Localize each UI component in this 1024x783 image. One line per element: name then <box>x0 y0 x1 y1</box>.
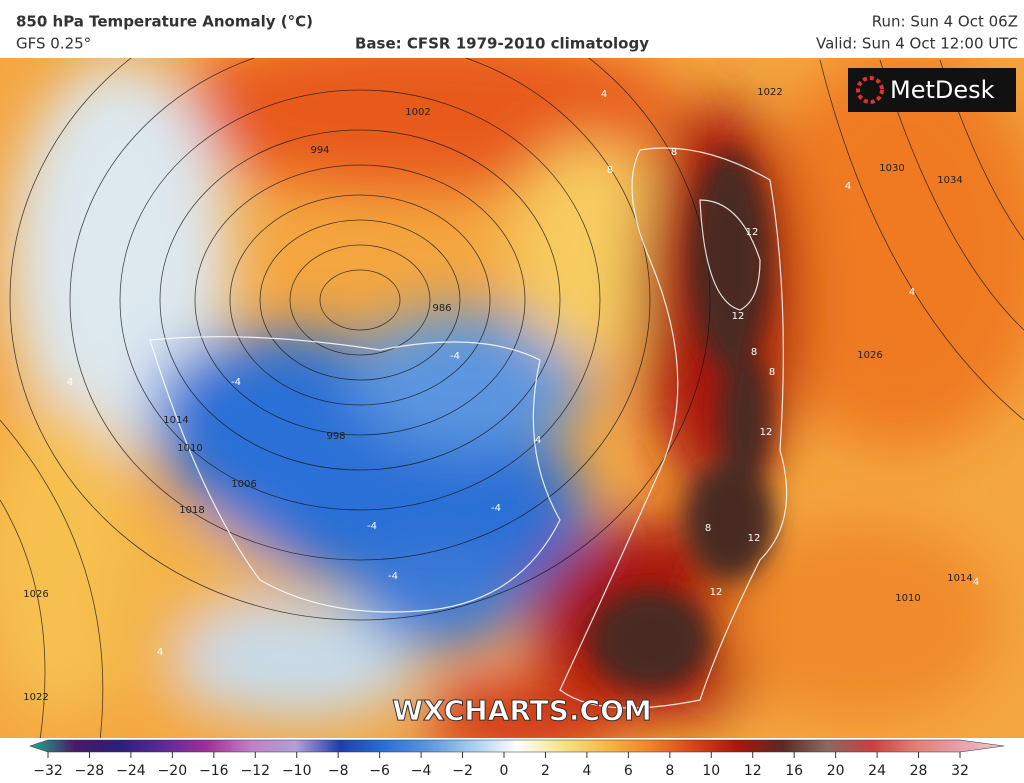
contour-label: 1006 <box>231 479 256 490</box>
base: Base: CFSR 1979-2010 climatology <box>355 35 649 53</box>
colorbar-label: −28 <box>75 763 105 779</box>
colorbar-label: 8 <box>665 763 674 779</box>
logo: MetDesk <box>848 68 1016 112</box>
valid: Valid: Sun 4 Oct 12:00 UTC <box>816 35 1018 53</box>
contour-label: 1026 <box>857 350 882 361</box>
logo-text: MetDesk <box>890 76 995 104</box>
contour-label: 12 <box>710 587 723 598</box>
contour-label: 1018 <box>179 505 204 516</box>
colorbar-label: 2 <box>541 763 550 779</box>
contour-label: 12 <box>760 427 773 438</box>
colorbar-label: −10 <box>282 763 312 779</box>
contour-label: 1034 <box>937 175 962 186</box>
contour-label: -4 <box>450 351 460 362</box>
colorbar-label: 6 <box>624 763 633 779</box>
map <box>0 58 1024 738</box>
contour-label: 4 <box>909 287 915 298</box>
contour-label: 1026 <box>23 589 48 600</box>
contour-label: -4 <box>491 503 501 514</box>
colorbar-label: −12 <box>240 763 270 779</box>
contour-label: 1022 <box>757 87 782 98</box>
contour-label: 986 <box>432 303 451 314</box>
contour-label: 1014 <box>947 573 972 584</box>
contour-label: 8 <box>607 165 613 176</box>
contour-label: 8 <box>769 367 775 378</box>
contour-label: 4 <box>67 377 73 388</box>
model: GFS 0.25° <box>16 35 91 53</box>
colorbar-label: 32 <box>951 763 969 779</box>
run: Run: Sun 4 Oct 06Z <box>872 13 1018 31</box>
colorbar-label: −4 <box>411 763 432 779</box>
colorbar-label: 12 <box>744 763 762 779</box>
colorbar-label: −6 <box>369 763 390 779</box>
watermark: WXCHARTS.COM <box>392 694 652 727</box>
colorbar-label: −24 <box>116 763 146 779</box>
contour-label: 8 <box>671 147 677 158</box>
contour-label: -4 <box>367 521 377 532</box>
contour-label: 8 <box>751 347 757 358</box>
contour-label: 1002 <box>405 107 430 118</box>
contour-label: 4 <box>973 577 979 588</box>
contour-label: 994 <box>310 145 329 156</box>
contour-label: 12 <box>748 533 761 544</box>
contour-label: 8 <box>705 523 711 534</box>
colorbar-label: 28 <box>910 763 928 779</box>
contour-label: 1030 <box>879 163 904 174</box>
colorbar: −32 −28 −24 −20 −16 −12 −10 −8 −6 −4 −2 0 2 4 6 8 10 12 16… <box>29 739 1005 779</box>
contour-label: 1022 <box>23 692 48 703</box>
contour-label: 12 <box>746 227 759 238</box>
colorbar-label: 24 <box>868 763 886 779</box>
contour-label: 12 <box>732 311 745 322</box>
contour-label: 4 <box>535 435 541 446</box>
map-labels: 994 986 1002 998 1006 1010 1014 1018 1026 1022 103… <box>23 87 979 703</box>
colorbar-label: 16 <box>785 763 803 779</box>
contour-label: 1010 <box>895 593 920 604</box>
colorbar-label: −8 <box>328 763 349 779</box>
colorbar-label: 4 <box>582 763 591 779</box>
colorbar-label: 0 <box>500 763 509 779</box>
contour-label: -4 <box>388 571 398 582</box>
contour-label: 4 <box>157 647 163 658</box>
colorbar-body <box>29 739 1005 753</box>
colorbar-label: 10 <box>702 763 720 779</box>
contour-label: 1010 <box>177 443 202 454</box>
colorbar-label: −2 <box>452 763 473 779</box>
colorbar-label: −16 <box>199 763 229 779</box>
colorbar-label: −32 <box>33 763 63 779</box>
colorbar-label: 20 <box>827 763 845 779</box>
title: 850 hPa Temperature Anomaly (°C) <box>16 13 313 31</box>
contour-label: 4 <box>601 89 607 100</box>
contour-label: -4 <box>231 377 241 388</box>
contour-label: 1014 <box>163 415 188 426</box>
contour-label: 998 <box>326 431 345 442</box>
contour-label: 4 <box>845 181 851 192</box>
colorbar-label: −20 <box>158 763 188 779</box>
